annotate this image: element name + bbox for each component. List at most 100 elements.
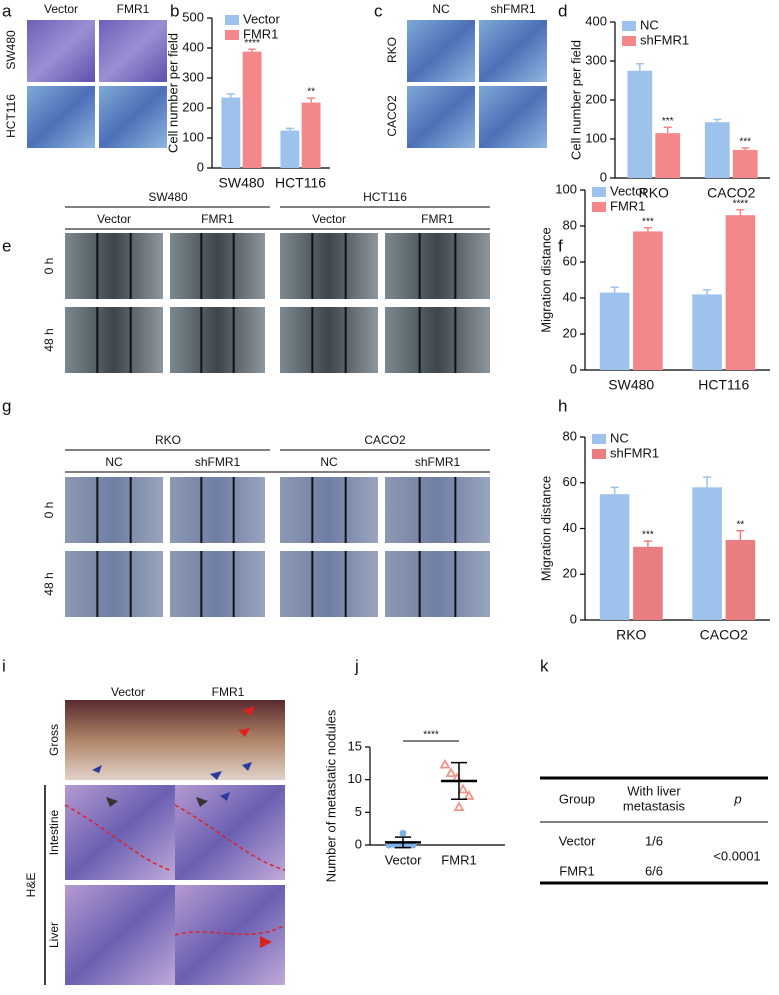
x-tick-label: CACO2	[700, 627, 748, 643]
column-label: Vector	[111, 685, 145, 699]
column-label: Vector	[97, 212, 131, 226]
legend-swatch	[592, 202, 606, 212]
y-tick-label: 15	[348, 738, 362, 753]
row-label: SW480	[4, 30, 18, 70]
y-tick-label: 200	[585, 91, 607, 106]
arrow	[260, 936, 272, 948]
y-tick-label: 20	[563, 325, 577, 340]
panel-letter: i	[2, 656, 6, 675]
arrow	[92, 765, 102, 773]
bar	[301, 102, 321, 168]
column-label: Vector	[44, 2, 78, 16]
bar	[692, 487, 722, 620]
significance: **	[307, 87, 315, 98]
group-label: H&E	[24, 873, 38, 898]
table-cell: p	[733, 791, 741, 806]
y-tick-label: 400	[585, 13, 607, 28]
group-label: RKO	[155, 433, 181, 447]
legend-label: NC	[610, 430, 629, 445]
point	[399, 829, 407, 837]
table-cell: metastasis	[623, 798, 686, 813]
legend-swatch	[592, 434, 606, 444]
x-tick-label: RKO	[639, 185, 669, 201]
photo	[99, 20, 167, 82]
legend-swatch	[592, 187, 606, 197]
y-tick-label: 5	[355, 804, 362, 819]
y-tick-label: 0	[355, 836, 362, 851]
legend-swatch	[225, 30, 239, 40]
row-label: CACO2	[385, 95, 399, 137]
y-tick-label: 60	[563, 474, 577, 489]
row-label: Gross	[47, 724, 61, 756]
column-label: FMR1	[421, 212, 454, 226]
y-axis-label: Cell number per field	[568, 40, 583, 160]
table-cell: 6/6	[645, 863, 663, 878]
x-tick-label: HCT116	[698, 377, 749, 393]
photo	[280, 233, 378, 299]
column-label: FMR1	[117, 2, 150, 16]
arrow	[196, 797, 208, 807]
bar	[280, 130, 300, 168]
significance: ****	[733, 198, 749, 209]
legend-label: Vector	[610, 183, 648, 198]
arrow	[242, 762, 252, 771]
y-tick-label: 500	[182, 9, 204, 24]
panel-letter: a	[2, 1, 12, 20]
panel-letter: j	[354, 656, 359, 675]
error-bar	[643, 540, 652, 547]
significance: ****	[244, 38, 260, 49]
x-tick-label: SW480	[219, 175, 265, 191]
y-tick-label: 40	[563, 520, 577, 535]
error-bar	[741, 147, 750, 150]
arrow	[243, 706, 255, 716]
significance: ***	[739, 137, 751, 148]
photo	[65, 885, 175, 985]
bar	[633, 546, 663, 620]
photo	[170, 233, 265, 299]
boundary	[64, 804, 171, 871]
photo	[280, 307, 378, 373]
y-tick-label: 60	[563, 253, 577, 268]
y-tick-label: 80	[563, 217, 577, 232]
error-bar	[703, 476, 712, 488]
column-label: FMR1	[212, 685, 245, 699]
panel-letter: f	[558, 236, 563, 255]
photo	[479, 20, 547, 82]
panel-letter: h	[558, 396, 567, 415]
x-tick-label: SW480	[608, 377, 654, 393]
legend-label: shFMR1	[640, 32, 689, 47]
y-tick-label: 0	[570, 361, 577, 376]
photo	[27, 20, 95, 82]
photo	[385, 551, 490, 617]
x-tick-label: CACO2	[707, 185, 755, 201]
photo	[65, 307, 163, 373]
x-tick-label: FMR1	[441, 852, 476, 867]
photo	[65, 785, 175, 880]
photo	[385, 233, 490, 299]
boundary	[174, 804, 286, 871]
photo	[65, 700, 175, 780]
bar	[599, 494, 630, 620]
legend-label: Vector	[243, 11, 281, 26]
significance: ***	[642, 530, 654, 541]
column-label: Vector	[312, 212, 346, 226]
photo	[385, 307, 490, 373]
point	[439, 758, 451, 769]
group-label: SW480	[148, 190, 188, 204]
y-axis-label: Number of metastatic nodules	[323, 709, 338, 882]
error-bar	[663, 126, 672, 134]
panel-letter: d	[558, 1, 567, 20]
point	[457, 783, 469, 794]
column-label: FMR1	[201, 212, 234, 226]
error-bar	[703, 289, 712, 295]
column-label: shFMR1	[415, 455, 461, 469]
error-bar	[307, 97, 316, 103]
photo	[407, 86, 475, 148]
error-bar	[285, 127, 294, 131]
column-label: shFMR1	[195, 455, 241, 469]
photo	[280, 551, 378, 617]
group-label: HCT116	[363, 190, 407, 204]
photo	[175, 885, 285, 985]
bar	[599, 292, 630, 370]
column-label: shFMR1	[490, 2, 536, 16]
